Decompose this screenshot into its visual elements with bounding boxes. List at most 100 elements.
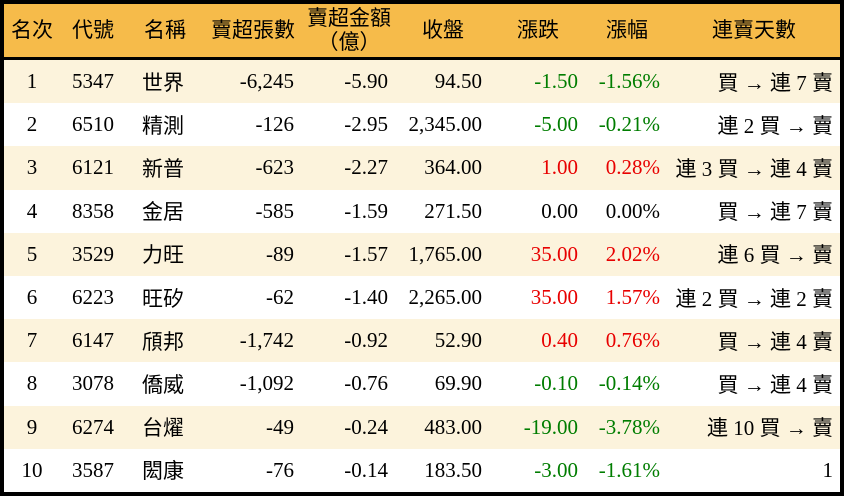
cell-streak: 1 [822,457,834,482]
cell-sell_volume: -49 [266,414,294,439]
table-row: 9 6274 台燿 -49 -0.24 483.00 -19.00 -3.78% 連 10 買 … [4,405,840,449]
header-cell-streak: 連賣天數 [668,4,840,60]
cell-sell_volume: -76 [266,457,294,482]
header-cell-sell_amount: 賣超金額 （億） [302,4,396,60]
cell-close: 94.50 [434,69,482,94]
cell-sell_volume: -623 [255,155,295,180]
cell-streak: 買 → 連 4 賣 [717,372,834,397]
table-row: 8 3078 僑威 -1,092 -0.76 69.90 -0.10 -0.14% 買 → 連 … [4,362,840,406]
table-row: 5 3529 力旺 -89 -1.57 1,765.00 35.00 2.02% 連 6 買 →… [4,232,840,276]
table-row: 1 5347 世界 -6,245 -5.90 94.50 -1.50 -1.56% 買 → 連 … [4,58,840,104]
table-header-row: 名次 代號 名稱 賣超張數 賣超金額 （億） 收盤 漲跌 漲幅 連賣天數 [4,4,840,60]
table-row: 4 8358 金居 -585 -1.59 271.50 0.00 0.00% 買 → 連 7 賣 [4,189,840,233]
cell-rank: 3 [26,155,38,180]
cell-change_pct: -0.21% [598,112,660,137]
cell-sell_amount: -5.90 [344,69,388,94]
cell-change: 0.40 [541,328,578,353]
cell-code: 6121 [72,155,114,180]
cell-sell_volume: -585 [255,198,295,223]
cell-name: 新普 [142,156,184,181]
cell-rank: 5 [26,241,38,266]
cell-sell_volume: -6,245 [239,69,294,94]
cell-close: 364.00 [424,155,482,180]
cell-sell_volume: -126 [255,112,295,137]
cell-streak: 連 3 買 → 連 4 賣 [675,156,834,181]
cell-change_pct: -0.14% [598,371,660,396]
cell-sell_volume: -1,742 [239,328,294,353]
cell-sell_volume: -89 [266,241,294,266]
header-cell-name: 名稱 [126,4,204,60]
cell-change: 35.00 [530,241,578,266]
table-row: 2 6510 精測 -126 -2.95 2,345.00 -5.00 -0.21% 連 2 買… [4,103,840,147]
cell-close: 483.00 [424,414,482,439]
cell-sell_amount: -0.14 [344,457,388,482]
cell-sell_amount: -0.24 [344,414,388,439]
cell-close: 183.50 [424,457,482,482]
table-body: 1 5347 世界 -6,245 -5.90 94.50 -1.50 -1.56% 買 → 連 … [4,58,840,492]
table-row: 7 6147 頎邦 -1,742 -0.92 52.90 0.40 0.76% 買 → 連 4 … [4,319,840,363]
cell-streak: 連 10 買 → 賣 [707,416,833,441]
cell-rank: 7 [26,328,38,353]
cell-sell_amount: -2.27 [344,155,388,180]
cell-name: 力旺 [142,243,184,268]
cell-name: 僑威 [142,372,184,397]
cell-close: 69.90 [434,371,482,396]
cell-code: 6223 [72,285,114,310]
header-cell-sell_amount-unit: （億） [317,29,381,54]
cell-name: 精測 [142,113,184,138]
cell-change: -19.00 [523,414,578,439]
cell-code: 5347 [72,69,114,94]
cell-rank: 1 [26,69,38,94]
cell-sell_amount: -1.40 [344,285,388,310]
table-row: 6 6223 旺矽 -62 -1.40 2,265.00 35.00 1.57% 連 2 買 →… [4,275,840,320]
cell-code: 3587 [72,457,114,482]
header-cell-code: 代號 [60,4,126,60]
header-cell-rank: 名次 [4,4,60,60]
cell-rank: 2 [26,112,38,137]
cell-change: -1.50 [534,69,578,94]
cell-close: 1,765.00 [408,241,483,266]
cell-sell_amount: -0.92 [344,328,388,353]
cell-rank: 9 [26,414,38,439]
stock-table: 名次 代號 名稱 賣超張數 賣超金額 （億） 收盤 漲跌 漲幅 連賣天數 1 5347 世界 -6,24… [4,4,840,492]
header-cell-change_pct: 漲幅 [586,4,668,60]
table-row: 3 6121 新普 -623 -2.27 364.00 1.00 0.28% 連 3 買 → 連… [4,146,840,190]
cell-name: 世界 [142,70,184,95]
table-row: 10 3587 閎康 -76 -0.14 183.50 -3.00 -1.61% 1 [4,448,840,492]
cell-code: 8358 [72,198,114,223]
cell-name: 閎康 [142,459,184,484]
cell-sell_amount: -2.95 [344,112,388,137]
cell-close: 2,265.00 [408,285,483,310]
cell-change: 0.00 [541,198,578,223]
cell-rank: 10 [21,457,43,482]
cell-name: 台燿 [142,416,184,441]
table-header: 名次 代號 名稱 賣超張數 賣超金額 （億） 收盤 漲跌 漲幅 連賣天數 [4,4,840,60]
cell-code: 3078 [72,371,114,396]
header-cell-sell_volume: 賣超張數 [204,4,302,60]
cell-change_pct: 2.02% [605,241,660,266]
cell-streak: 連 2 買 → 賣 [717,113,834,138]
header-cell-change: 漲跌 [490,4,586,60]
cell-sell_amount: -1.57 [344,241,388,266]
cell-rank: 4 [26,198,38,223]
cell-change_pct: -1.61% [598,457,660,482]
cell-close: 2,345.00 [408,112,483,137]
cell-change_pct: 1.57% [605,285,660,310]
cell-streak: 買 → 連 4 賣 [717,329,834,354]
cell-name: 旺矽 [142,286,184,311]
cell-change: 35.00 [530,285,578,310]
cell-change: -0.10 [534,371,578,396]
cell-change: -3.00 [534,457,578,482]
cell-sell_amount: -1.59 [344,198,388,223]
cell-change: -5.00 [534,112,578,137]
cell-change_pct: 0.76% [605,328,660,353]
cell-rank: 6 [26,285,38,310]
cell-code: 6147 [72,328,114,353]
cell-sell_volume: -62 [266,285,294,310]
cell-streak: 連 6 買 → 賣 [717,243,834,268]
cell-streak: 買 → 連 7 賣 [717,200,834,225]
cell-streak: 買 → 連 7 賣 [717,70,834,95]
cell-change_pct: -3.78% [598,414,660,439]
cell-streak: 連 2 買 → 連 2 賣 [675,286,834,311]
